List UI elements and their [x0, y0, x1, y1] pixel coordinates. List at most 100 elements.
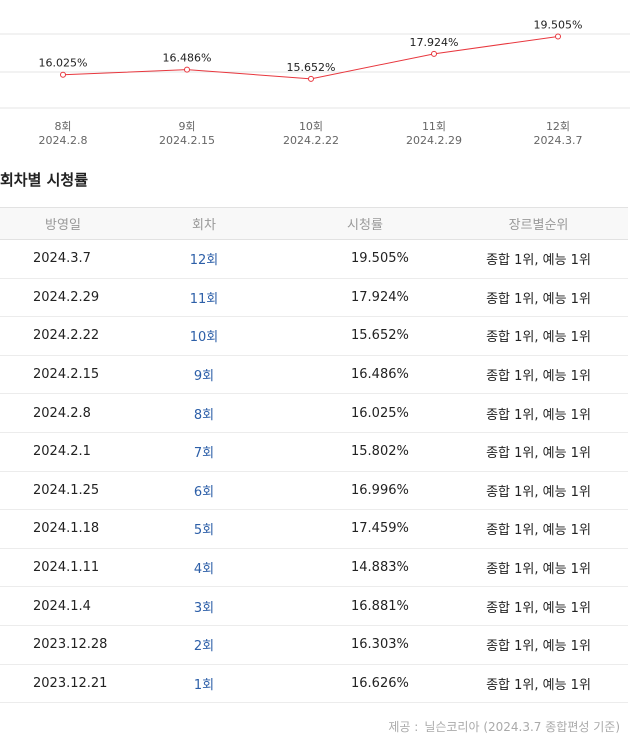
row-date: 2023.12.21 — [0, 664, 127, 704]
row-rank: 종합 1위, 예능 1위 — [449, 664, 628, 704]
row-rating: 16.881% — [281, 586, 449, 626]
data-point — [184, 66, 190, 73]
x-tick-label: 10회 — [299, 120, 323, 133]
source-label: 제공 : — [388, 720, 419, 734]
row-date: 2024.2.1 — [0, 432, 127, 472]
row-episode-link[interactable]: 11회 — [189, 291, 219, 307]
row-episode-link[interactable]: 4회 — [193, 562, 215, 578]
table-row: 2024.2.8 8회 16.025% 종합 1위, 예능 1위 — [0, 393, 628, 433]
row-episode-link[interactable]: 7회 — [193, 446, 215, 462]
data-point — [431, 50, 437, 57]
row-episode-cell: 2회 — [127, 625, 281, 665]
header-rating: 시청률 — [281, 207, 449, 240]
table-row: 2023.12.28 2회 16.303% 종합 1위, 예능 1위 — [0, 625, 628, 665]
row-rank: 종합 1위, 예능 1위 — [449, 432, 628, 472]
section-title: 회차별 시청률 — [0, 171, 89, 189]
data-label: 19.505% — [534, 18, 583, 31]
table-row: 2024.2.29 11회 17.924% 종합 1위, 예능 1위 — [0, 278, 628, 318]
table-row: 2024.1.25 6회 16.996% 종합 1위, 예능 1위 — [0, 471, 628, 511]
row-rank: 종합 1위, 예능 1위 — [449, 509, 628, 549]
table-row: 2023.12.21 1회 16.626% 종합 1위, 예능 1위 — [0, 664, 628, 704]
row-rank: 종합 1위, 예능 1위 — [449, 278, 628, 318]
row-date: 2024.2.15 — [0, 355, 127, 395]
data-label: 16.025% — [39, 57, 88, 70]
x-tick-label: 12회 — [546, 120, 570, 133]
row-date: 2023.12.28 — [0, 625, 127, 665]
row-episode-link[interactable]: 12회 — [189, 253, 219, 269]
row-date: 2024.2.8 — [0, 393, 127, 433]
row-episode-cell: 5회 — [127, 509, 281, 549]
row-episode-cell: 9회 — [127, 355, 281, 395]
row-rating: 16.025% — [281, 393, 449, 433]
row-rank: 종합 1위, 예능 1위 — [449, 316, 628, 356]
row-rank: 종합 1위, 예능 1위 — [449, 239, 628, 279]
table-row: 2024.1.11 4회 14.883% 종합 1위, 예능 1위 — [0, 548, 628, 588]
table-row: 2024.3.7 12회 19.505% 종합 1위, 예능 1위 — [0, 239, 628, 279]
row-rating: 16.303% — [281, 625, 449, 665]
row-episode-link[interactable]: 8회 — [193, 407, 215, 423]
row-episode-link[interactable]: 3회 — [193, 600, 215, 616]
table-row: 2024.1.4 3회 16.881% 종합 1위, 예능 1위 — [0, 586, 628, 626]
row-date: 2024.2.29 — [0, 278, 127, 318]
source-text: 닐슨코리아 (2024.3.7 종합편성 기준) — [424, 720, 620, 734]
row-episode-link[interactable]: 5회 — [193, 523, 215, 539]
row-episode-cell: 3회 — [127, 586, 281, 626]
x-tick-label: 11회 — [422, 120, 446, 133]
row-rank: 종합 1위, 예능 1위 — [449, 355, 628, 395]
row-rating: 15.652% — [281, 316, 449, 356]
row-episode-link[interactable]: 2회 — [193, 639, 215, 655]
row-episode-link[interactable]: 1회 — [193, 677, 215, 693]
row-rating: 17.924% — [281, 278, 449, 318]
x-tick-date: 2024.2.15 — [159, 134, 215, 147]
row-date: 2024.1.11 — [0, 548, 127, 588]
x-tick-date: 2024.2.29 — [406, 134, 462, 147]
x-tick-date: 2024.3.7 — [534, 134, 583, 147]
data-point — [60, 71, 66, 78]
row-date: 2024.3.7 — [0, 239, 127, 279]
row-episode-cell: 4회 — [127, 548, 281, 588]
table-row: 2024.2.22 10회 15.652% 종합 1위, 예능 1위 — [0, 316, 628, 356]
x-tick-date: 2024.2.8 — [39, 134, 88, 147]
data-point — [308, 75, 314, 82]
row-episode-link[interactable]: 6회 — [193, 484, 215, 500]
ratings-table: 방영일 회차 시청률 장르별순위 2024.3.7 12회 19.505% 종합 1위… — [0, 207, 628, 704]
table-row: 2024.2.15 9회 16.486% 종합 1위, 예능 1위 — [0, 355, 628, 395]
data-label: 15.652% — [287, 61, 336, 74]
header-rank: 장르별순위 — [449, 207, 628, 240]
data-label: 16.486% — [163, 52, 212, 65]
row-episode-cell: 12회 — [127, 239, 281, 279]
row-episode-cell: 8회 — [127, 393, 281, 433]
row-episode-link[interactable]: 9회 — [193, 369, 215, 385]
x-tick-label: 8회 — [54, 120, 71, 133]
row-rank: 종합 1위, 예능 1위 — [449, 625, 628, 665]
row-date: 2024.1.18 — [0, 509, 127, 549]
row-rank: 종합 1위, 예능 1위 — [449, 393, 628, 433]
row-rating: 15.802% — [281, 432, 449, 472]
row-rank: 종합 1위, 예능 1위 — [449, 586, 628, 626]
row-rank: 종합 1위, 예능 1위 — [449, 548, 628, 588]
row-date: 2024.1.25 — [0, 471, 127, 511]
row-rating: 19.505% — [281, 239, 449, 279]
row-date: 2024.1.4 — [0, 586, 127, 626]
data-label: 17.924% — [410, 36, 459, 49]
row-date: 2024.2.22 — [0, 316, 127, 356]
table-row: 2024.2.1 7회 15.802% 종합 1위, 예능 1위 — [0, 432, 628, 472]
header-date: 방영일 — [0, 207, 127, 240]
row-rating: 14.883% — [281, 548, 449, 588]
x-tick-date: 2024.2.22 — [283, 134, 339, 147]
row-episode-cell: 11회 — [127, 278, 281, 318]
row-rating: 16.626% — [281, 664, 449, 704]
row-episode-link[interactable]: 10회 — [189, 330, 219, 346]
x-tick-label: 9회 — [178, 120, 195, 133]
row-rating: 16.996% — [281, 471, 449, 511]
data-point — [555, 33, 561, 40]
row-rating: 17.459% — [281, 509, 449, 549]
table-header-row: 방영일 회차 시청률 장르별순위 — [0, 207, 628, 240]
row-episode-cell: 6회 — [127, 471, 281, 511]
table-row: 2024.1.18 5회 17.459% 종합 1위, 예능 1위 — [0, 509, 628, 549]
row-episode-cell: 10회 — [127, 316, 281, 356]
row-episode-cell: 7회 — [127, 432, 281, 472]
header-episode: 회차 — [127, 207, 281, 240]
row-episode-cell: 1회 — [127, 664, 281, 704]
